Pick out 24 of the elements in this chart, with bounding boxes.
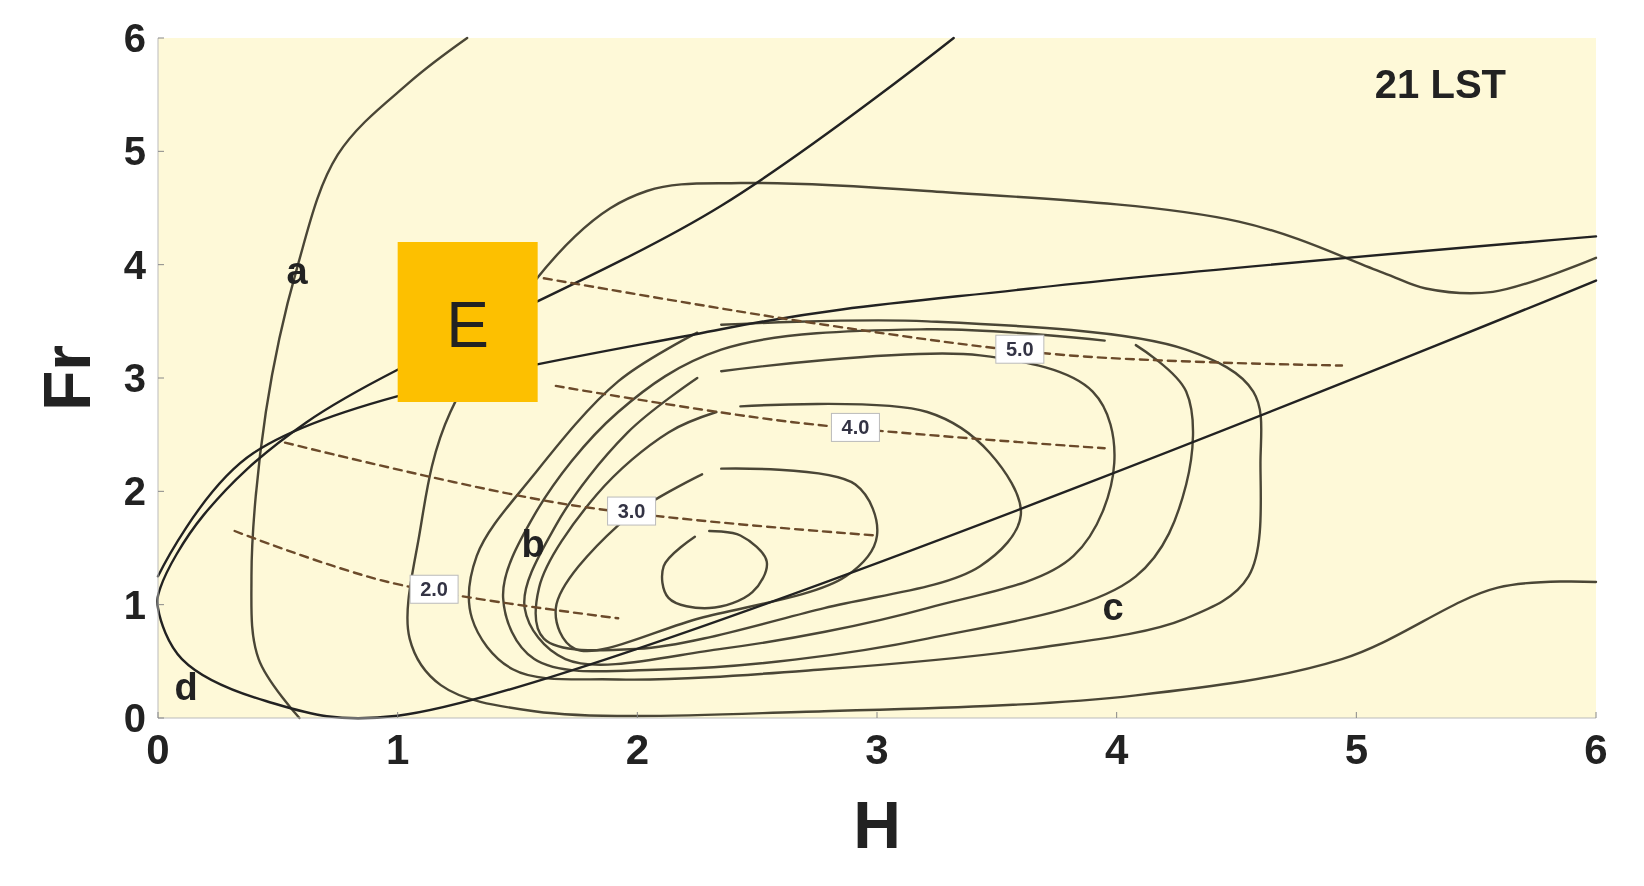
y-tick-label: 6 <box>123 16 146 60</box>
x-tick-label: 4 <box>1104 726 1129 773</box>
series-label: 5.0 <box>1005 338 1034 361</box>
y-tick-label: 4 <box>123 242 147 287</box>
x-tick-label: 2 <box>625 726 650 773</box>
x-tick-label: 1 <box>385 726 410 773</box>
y-tick-label: 0 <box>123 696 146 740</box>
y-tick-label: 2 <box>123 469 146 514</box>
annotation: c <box>1102 586 1124 628</box>
x-tick-label: 3 <box>865 726 889 773</box>
y-tick-label: 1 <box>123 582 146 627</box>
text: 21 LST <box>1374 62 1506 106</box>
series-label: 3.0 <box>617 500 646 523</box>
annotation: b <box>521 523 545 565</box>
x-tick-label: 5 <box>1344 726 1369 773</box>
x-tick-label: 6 <box>1584 726 1608 773</box>
series-label: 4.0 <box>841 416 870 439</box>
y-tick-label: 5 <box>123 129 146 174</box>
y-tick-label: 3 <box>123 356 146 400</box>
series-label: 2.0 <box>420 578 448 601</box>
x-axis-title: H <box>853 788 901 862</box>
y-axis-title: Fr <box>30 345 104 411</box>
annotation: E <box>446 289 490 361</box>
annotation: d <box>174 666 198 708</box>
